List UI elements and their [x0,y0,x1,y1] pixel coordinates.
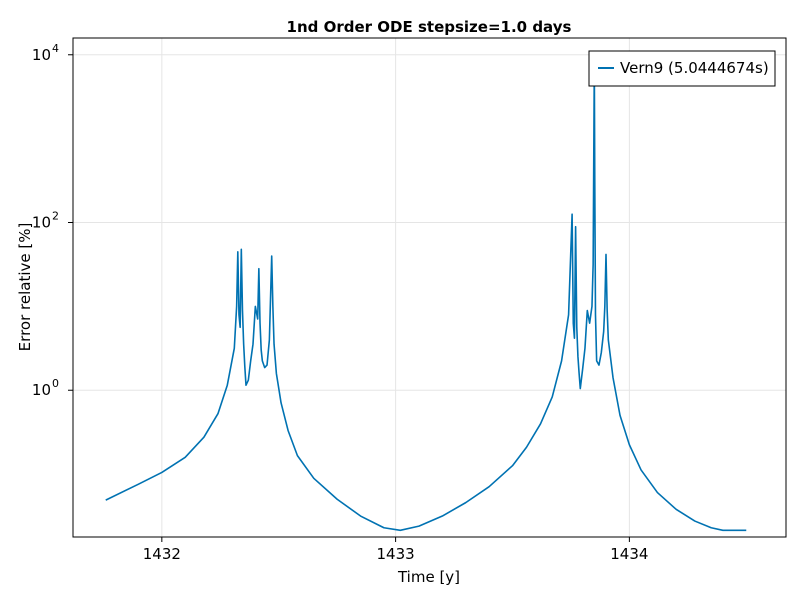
y-tick-exponent: 0 [52,377,59,390]
plot-frame [72,37,787,538]
legend-entry-vern9: Vern9 (5.0444674s) [620,59,769,77]
y-axis-label: Error relative [%] [16,223,34,352]
x-tick-label: 1432 [143,545,181,563]
y-tick-exponent: 4 [52,42,59,55]
chart-title: 1nd Order ODE stepsize=1.0 days [287,18,572,36]
x-tick-label: 1434 [610,545,648,563]
y-tick-label: 10 [32,46,51,64]
y-tick-label: 10 [32,214,51,232]
x-axis-label: Time [y] [397,568,460,586]
grid [73,38,786,537]
series-line-vern9 [105,62,747,532]
y-tick-exponent: 2 [52,210,59,223]
x-tick-label: 1433 [377,545,415,563]
legend-box [588,50,776,87]
legend: Vern9 (5.0444674s) [588,50,776,87]
plot-area [105,62,747,532]
y-tick-label: 10 [32,381,51,399]
